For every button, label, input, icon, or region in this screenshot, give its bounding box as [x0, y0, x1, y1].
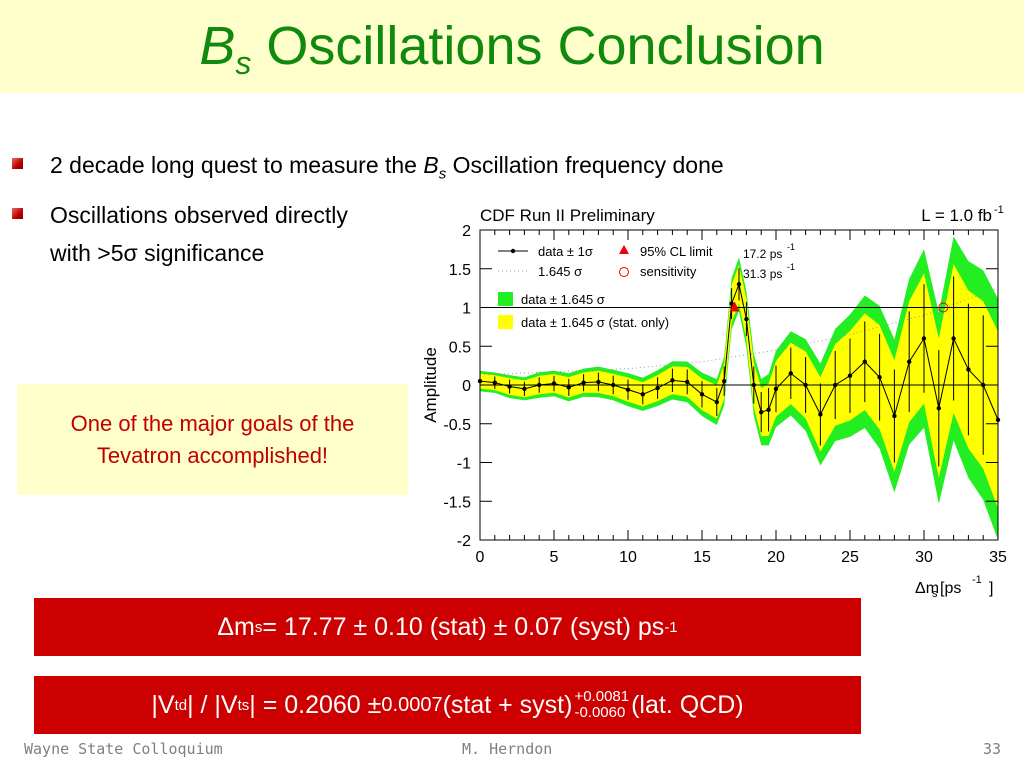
y-tick-label: 1 [462, 301, 471, 318]
title-bar [0, 0, 1024, 93]
slide-title: Bs Oscillations Conclusion [199, 16, 825, 81]
result-delta-ms: Δm s = 17.77 ± 0.10 (stat) ± 0.07 (syst) … [34, 598, 861, 656]
legend-data-dot [510, 248, 516, 254]
x-tick-label: 15 [693, 549, 711, 566]
bullet-marker-icon [12, 208, 23, 219]
x-axis-unit: [ps [940, 580, 961, 597]
footer-page-number: 33 [983, 740, 1002, 758]
x-tick-label: 5 [550, 549, 559, 566]
legend-data-text: data ± 1σ [538, 244, 593, 259]
legend-sigma-text: 1.645 σ [538, 264, 582, 279]
x-tick-label: 35 [989, 549, 1007, 566]
lumi-label: L = 1.0 fb [921, 206, 992, 225]
cl-limit-marker [729, 301, 740, 312]
x-tick-label: 25 [841, 549, 859, 566]
legend-cl-marker [619, 245, 629, 254]
x-tick-label: 30 [915, 549, 933, 566]
lattice-error-stack: +0.0081 -0.0060 [574, 688, 630, 721]
bullet-marker-icon [12, 158, 23, 169]
x-axis-sub: s [932, 588, 938, 600]
y-tick-label: -1.5 [443, 494, 471, 511]
x-tick-label: 20 [767, 549, 785, 566]
result-vtd-vts: |V td | / |V ts | = 0.2060 ± 0.0007 (stat + … [34, 676, 861, 734]
footer-center: M. Herndon [462, 740, 553, 758]
data-line [479, 282, 999, 421]
legend-sens-marker [619, 267, 629, 277]
x-axis-end: ] [989, 580, 993, 597]
sensitivity-curve [479, 287, 999, 376]
band-green [480, 236, 998, 540]
y-tick-label: -1 [457, 456, 471, 473]
legend-yellow-swatch [498, 315, 513, 329]
legend-sens-value: 31.3 ps [743, 267, 782, 281]
legend-green-text: data ± 1.645 σ [521, 292, 605, 307]
band-yellow [480, 264, 998, 509]
x-tick-label: 0 [476, 549, 485, 566]
legend-cl-text: 95% CL limit [640, 244, 713, 259]
callout-box: One of the major goals of the Tevatron ac… [17, 384, 408, 495]
chart-title: CDF Run II Preliminary [480, 206, 655, 225]
lumi-sup: -1 [994, 204, 1004, 216]
x-axis-label: Δm [915, 580, 939, 597]
y-tick-label: -2 [457, 533, 471, 550]
legend-sens-sup: -1 [787, 262, 795, 272]
y-tick-label: 0.5 [449, 339, 471, 356]
bullet-1: 2 decade long quest to measure the Bs Os… [12, 146, 724, 194]
legend-yellow-text: data ± 1.645 σ (stat. only) [521, 315, 669, 330]
amplitude-chart: 0 5 10 15 20 25 30 35 2 1.5 1 0.5 0 -0.5 -1 -1.5 -2 CDF R… [421, 204, 1007, 600]
legend-sens-text: sensitivity [640, 264, 697, 279]
footer-left: Wayne State Colloquium [24, 740, 223, 758]
legend-green-swatch [498, 292, 513, 306]
y-axis-label: Amplitude [421, 347, 440, 423]
legend-cl-value: 17.2 ps [743, 247, 782, 261]
y-tick-label: 0 [462, 378, 471, 395]
y-tick-label: 1.5 [449, 262, 471, 279]
y-tick-label: 2 [462, 223, 471, 240]
bullet-2: Oscillations observed directly with >5σ … [12, 196, 348, 272]
sensitivity-marker [938, 302, 949, 313]
y-tick-label: -0.5 [443, 417, 471, 434]
x-axis-sup: -1 [972, 574, 982, 586]
x-tick-label: 10 [619, 549, 637, 566]
legend-cl-sup: -1 [787, 242, 795, 252]
